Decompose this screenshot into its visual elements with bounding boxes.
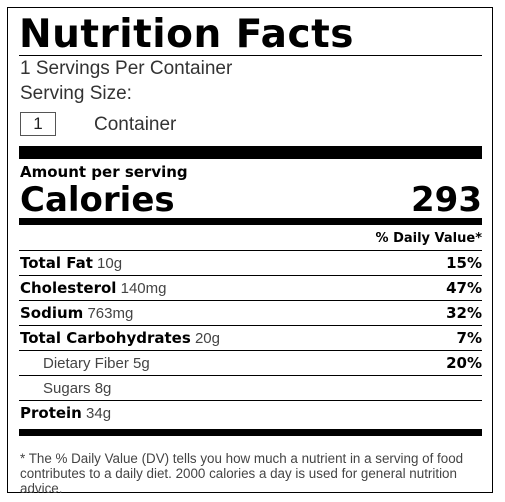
thick-divider [19,146,482,159]
nutrient-row-sodium: Sodium 763mg 32% [19,301,482,326]
divider [19,325,482,326]
daily-value-header: % Daily Value* [375,231,482,246]
nutrition-label: Nutrition Facts 1 Servings Per Container… [7,7,493,496]
nutrient-row-protein: Protein 34g [19,401,482,426]
nutrient-row-total-fat: Total Fat 10g 15% [19,251,482,276]
nutrient-name: Total Carbohydrates 20g [20,329,220,347]
nutrient-daily-value: 7% [456,329,482,347]
nutrient-name: Sodium 763mg [20,304,134,322]
nutrient-row-sugars: Sugars 8g [19,376,482,401]
calories-value: 293 [411,180,482,220]
nutrient-daily-value: 20% [446,354,482,372]
divider [19,400,482,401]
nutrient-name: Cholesterol 140mg [20,279,167,297]
nutrient-name: Sugars 8g [43,380,112,397]
label-title: Nutrition Facts [19,12,354,57]
nutrient-row-dietary-fiber: Dietary Fiber 5g 20% [19,351,482,376]
medium-divider [19,429,482,436]
nutrient-name: Protein 34g [20,404,112,422]
divider [19,275,482,276]
divider [19,55,482,56]
nutrient-name: Total Fat 10g [20,254,123,272]
calories-label: Calories [20,180,175,220]
daily-value-footnote: * The % Daily Value (DV) tells you how m… [20,451,464,496]
medium-divider [19,218,482,225]
nutrient-row-total-carbohydrates: Total Carbohydrates 20g 7% [19,326,482,351]
serving-quantity-field[interactable]: 1 [20,112,56,136]
divider [19,300,482,301]
nutrient-daily-value: 47% [446,279,482,297]
divider [19,250,482,251]
divider [19,350,482,351]
nutrient-row-cholesterol: Cholesterol 140mg 47% [19,276,482,301]
serving-size-label: Serving Size: [20,83,132,104]
divider [19,375,482,376]
amount-per-serving: Amount per serving [20,163,188,181]
serving-unit: Container [94,114,177,135]
servings-per-container: 1 Servings Per Container [20,58,233,79]
nutrient-daily-value: 15% [446,254,482,272]
nutrient-daily-value: 32% [446,304,482,322]
nutrient-name: Dietary Fiber 5g [43,355,150,372]
